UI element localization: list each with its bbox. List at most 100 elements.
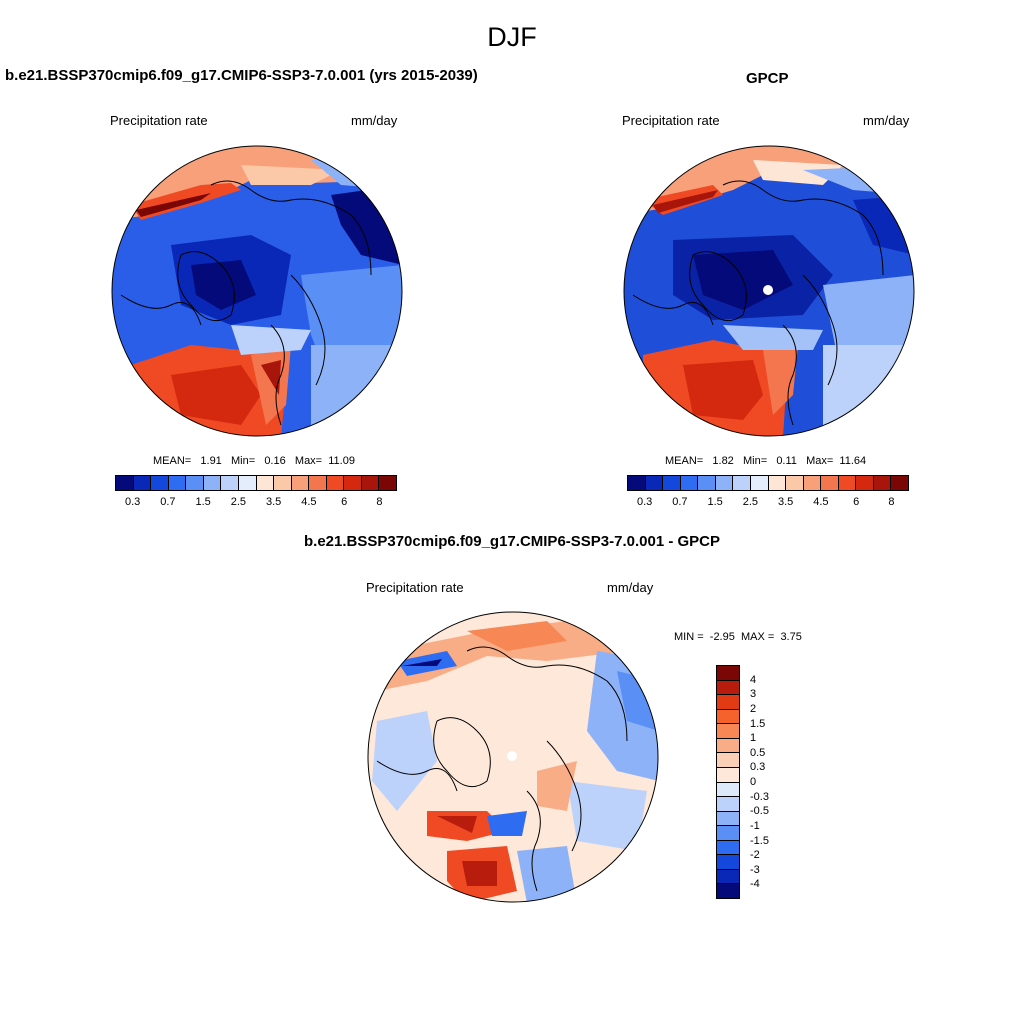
colorbar-swatch bbox=[645, 476, 664, 490]
colorbar-swatch bbox=[786, 476, 804, 490]
colorbar-swatch bbox=[717, 869, 739, 885]
obs-colorbar bbox=[627, 475, 909, 491]
colorbar-tick-label: 0.3 bbox=[750, 761, 766, 774]
diff-stats: MIN = -2.95 MAX = 3.75 bbox=[674, 631, 802, 643]
colorbar-tick-label: 0.7 bbox=[160, 496, 176, 508]
colorbar-tick-label: 1.5 bbox=[750, 717, 766, 730]
colorbar-swatch bbox=[717, 797, 739, 812]
colorbar-swatch bbox=[838, 476, 857, 490]
diff-max-value: 3.75 bbox=[780, 631, 802, 643]
diff-panel-title: b.e21.BSSP370cmip6.f09_g17.CMIP6-SSP3-7.… bbox=[303, 533, 721, 550]
colorbar-swatch bbox=[186, 476, 204, 490]
colorbar-tick-label: 3 bbox=[750, 688, 757, 701]
colorbar-tick-label: 3.5 bbox=[777, 496, 794, 508]
colorbar-swatch bbox=[717, 680, 739, 696]
colorbar-swatch bbox=[891, 476, 908, 490]
colorbar-swatch bbox=[717, 738, 739, 754]
colorbar-swatch bbox=[717, 695, 739, 710]
colorbar-tick-label: 0.7 bbox=[672, 496, 688, 508]
colorbar-swatch bbox=[116, 476, 134, 490]
colorbar-tick-label: -1 bbox=[750, 819, 760, 832]
colorbar-swatch bbox=[856, 476, 874, 490]
model-max-label: Max= bbox=[294, 455, 323, 467]
model-min-value: 0.16 bbox=[264, 455, 286, 467]
colorbar-tick-label: -3 bbox=[750, 863, 760, 876]
colorbar-swatch bbox=[821, 476, 839, 490]
obs-precip-map bbox=[623, 145, 915, 437]
colorbar-tick-label: -1.5 bbox=[750, 834, 769, 847]
colorbar-tick-label: -2 bbox=[750, 849, 760, 862]
diff-colorbar-ticks: 4 3 2 1.5 1 0.5 0.3 0 -0.3 -0.5 -1 -1.5 -2 -3 -4 bbox=[748, 665, 788, 899]
colorbar-tick-label: 4 bbox=[750, 673, 757, 686]
obs-max-label: Max= bbox=[806, 455, 834, 467]
model-mean-value: 1.91 bbox=[200, 455, 222, 467]
obs-panel-title: GPCP bbox=[746, 70, 789, 87]
model-panel-title: b.e21.BSSP370cmip6.f09_g17.CMIP6-SSP3-7.… bbox=[5, 67, 478, 84]
colorbar-tick-label: 6 bbox=[853, 496, 860, 508]
colorbar-swatch bbox=[750, 476, 769, 490]
obs-mean-label: MEAN= bbox=[665, 455, 704, 467]
colorbar-tick-label: 8 bbox=[376, 496, 383, 508]
colorbar-swatch bbox=[803, 476, 822, 490]
colorbar-swatch bbox=[873, 476, 892, 490]
colorbar-tick-label: 1.5 bbox=[195, 496, 211, 508]
model-variable-label: Precipitation rate bbox=[110, 113, 208, 128]
colorbar-swatch bbox=[768, 476, 787, 490]
colorbar-swatch bbox=[717, 811, 739, 827]
colorbar-swatch bbox=[663, 476, 681, 490]
colorbar-tick-label: -0.5 bbox=[750, 805, 769, 818]
colorbar-swatch bbox=[717, 840, 739, 856]
diff-min-label: MIN = bbox=[674, 631, 704, 643]
colorbar-tick-label: 4.5 bbox=[301, 496, 317, 508]
model-min-label: Min= bbox=[230, 455, 256, 467]
obs-min-value: 0.11 bbox=[776, 455, 797, 467]
model-precip-map bbox=[111, 145, 403, 437]
colorbar-swatch bbox=[326, 476, 345, 490]
colorbar-tick-label: 0.5 bbox=[750, 746, 766, 759]
colorbar-swatch bbox=[717, 709, 739, 725]
model-mean-label: MEAN= bbox=[153, 455, 192, 467]
colorbar-swatch bbox=[379, 476, 396, 490]
diff-colorbar bbox=[716, 665, 740, 899]
colorbar-swatch bbox=[344, 476, 362, 490]
colorbar-swatch bbox=[717, 826, 739, 841]
colorbar-tick-label: 2.5 bbox=[230, 496, 247, 508]
colorbar-tick-label: 2 bbox=[750, 702, 757, 715]
colorbar-swatch bbox=[717, 767, 739, 783]
colorbar-tick-label: 6 bbox=[341, 496, 348, 508]
colorbar-swatch bbox=[717, 855, 739, 870]
model-max-value: 11.09 bbox=[328, 455, 355, 467]
colorbar-swatch bbox=[361, 476, 380, 490]
colorbar-tick-label: 2.5 bbox=[742, 496, 759, 508]
colorbar-swatch bbox=[291, 476, 310, 490]
colorbar-swatch bbox=[717, 724, 739, 739]
colorbar-swatch bbox=[256, 476, 275, 490]
obs-max-value: 11.64 bbox=[839, 455, 867, 467]
model-colorbar-ticks: 0.3 0.7 1.5 2.5 3.5 4.5 6 8 bbox=[115, 496, 397, 510]
obs-min-label: Min= bbox=[742, 455, 768, 467]
colorbar-swatch bbox=[715, 476, 734, 490]
diff-max-label: MAX = bbox=[740, 631, 775, 643]
colorbar-swatch bbox=[628, 476, 646, 490]
colorbar-swatch bbox=[168, 476, 187, 490]
colorbar-swatch bbox=[238, 476, 257, 490]
model-colorbar bbox=[115, 475, 397, 491]
colorbar-swatch bbox=[698, 476, 716, 490]
obs-units-label: mm/day bbox=[863, 113, 910, 128]
colorbar-tick-label: -4 bbox=[750, 878, 760, 891]
colorbar-swatch bbox=[717, 884, 739, 898]
colorbar-swatch bbox=[680, 476, 699, 490]
colorbar-swatch bbox=[717, 782, 739, 798]
obs-variable-label: Precipitation rate bbox=[622, 113, 720, 128]
colorbar-tick-label: 1 bbox=[750, 732, 757, 745]
colorbar-tick-label: 4.5 bbox=[813, 496, 829, 508]
colorbar-swatch bbox=[717, 753, 739, 768]
diff-min-value: -2.95 bbox=[709, 631, 735, 643]
diff-units-label: mm/day bbox=[607, 580, 654, 595]
model-units-label: mm/day bbox=[351, 113, 398, 128]
colorbar-swatch bbox=[309, 476, 327, 490]
figure-title: DJF bbox=[487, 22, 537, 52]
colorbar-tick-label: -0.3 bbox=[750, 790, 769, 803]
colorbar-swatch bbox=[203, 476, 222, 490]
colorbar-tick-label: 0.3 bbox=[636, 496, 653, 508]
